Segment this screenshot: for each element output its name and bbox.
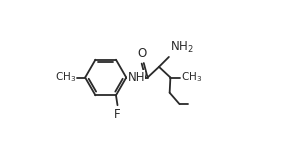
Text: F: F <box>114 108 121 121</box>
Text: O: O <box>137 47 146 60</box>
Text: CH$_3$: CH$_3$ <box>181 71 202 84</box>
Text: NH$_2$: NH$_2$ <box>170 40 193 55</box>
Text: NH: NH <box>127 71 145 84</box>
Text: CH$_3$: CH$_3$ <box>55 71 76 84</box>
